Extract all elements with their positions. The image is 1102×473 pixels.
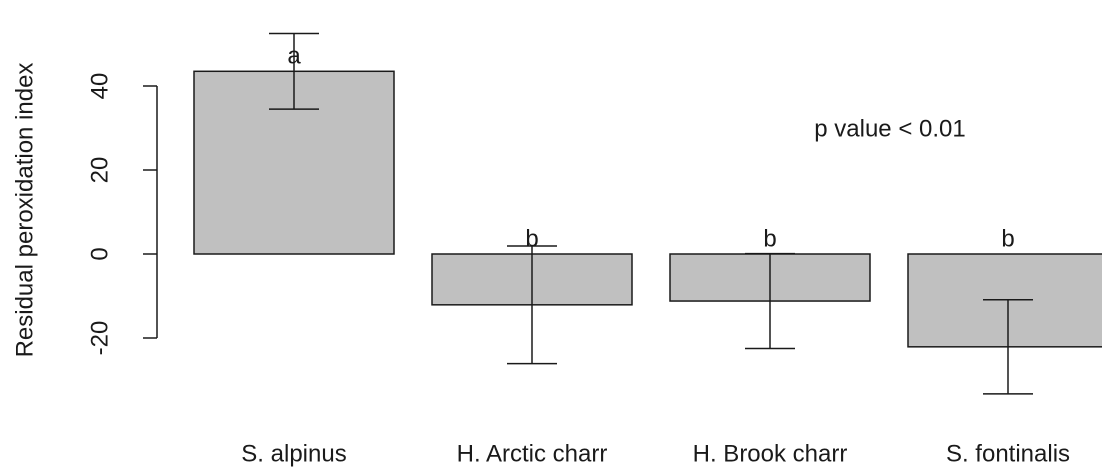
x-tick-label: S. alpinus (241, 440, 346, 467)
significance-letter: b (763, 225, 776, 252)
x-tick-label: S. fontinalis (946, 440, 1070, 467)
error-bar (507, 245, 557, 365)
y-tick-label: 20 (86, 157, 113, 184)
x-tick-label: H. Arctic charr (457, 440, 608, 467)
significance-letter: b (525, 225, 538, 252)
error-bar (745, 252, 795, 350)
error-bar (983, 299, 1033, 395)
significance-letter: b (1001, 225, 1014, 252)
y-tick-label: 40 (86, 73, 113, 100)
y-axis-label: Residual peroxidation index (11, 63, 38, 358)
x-tick-label: H. Brook charr (693, 440, 848, 467)
significance-letter: a (287, 43, 301, 70)
error-bar (269, 32, 319, 110)
y-tick-label: -20 (86, 321, 113, 356)
annotation: p value < 0.01 (814, 115, 965, 142)
y-tick-label: 0 (86, 247, 113, 260)
